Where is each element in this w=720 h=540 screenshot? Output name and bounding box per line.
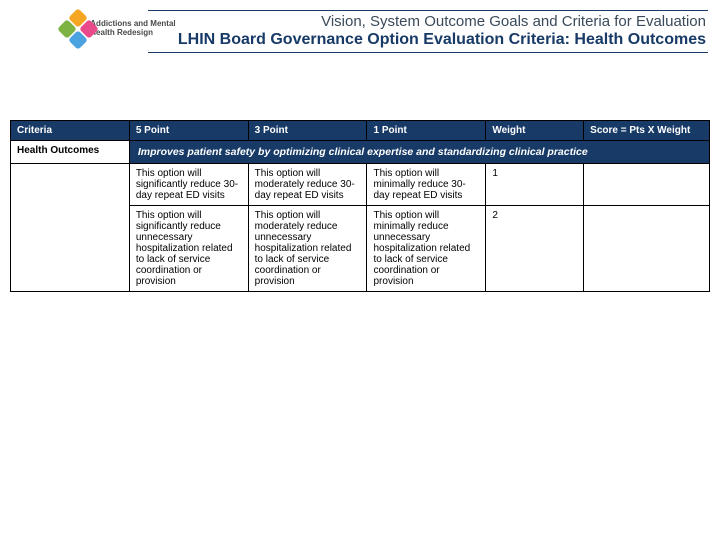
section-row: Health Outcomes Improves patient safety … <box>11 141 710 164</box>
cell-score <box>584 206 710 292</box>
page-header: Vision, System Outcome Goals and Criteri… <box>148 8 708 55</box>
criteria-label-cell: Health Outcomes <box>11 141 130 164</box>
criteria-spacer <box>11 164 130 292</box>
cell-5point: This option will significantly reduce un… <box>129 206 248 292</box>
page-title: LHIN Board Governance Option Evaluation … <box>148 30 708 50</box>
col-header-5point: 5 Point <box>129 121 248 141</box>
logo-flower-icon <box>60 11 86 47</box>
cell-score <box>584 164 710 206</box>
cell-1point: This option will minimally reduce 30-day… <box>367 164 486 206</box>
col-header-score: Score = Pts X Weight <box>584 121 710 141</box>
cell-5point: This option will significantly reduce 30… <box>129 164 248 206</box>
header-rule-bottom <box>148 52 708 53</box>
cell-weight: 1 <box>486 164 584 206</box>
cell-1point: This option will minimally reduce unnece… <box>367 206 486 292</box>
cell-3point: This option will moderately reduce 30-da… <box>248 164 367 206</box>
cell-weight: 2 <box>486 206 584 292</box>
col-header-1point: 1 Point <box>367 121 486 141</box>
col-header-3point: 3 Point <box>248 121 367 141</box>
evaluation-table-container: Criteria 5 Point 3 Point 1 Point Weight … <box>10 120 710 292</box>
page-subtitle: Vision, System Outcome Goals and Criteri… <box>148 13 708 30</box>
cell-3point: This option will moderately reduce unnec… <box>248 206 367 292</box>
col-header-weight: Weight <box>486 121 584 141</box>
table-header-row: Criteria 5 Point 3 Point 1 Point Weight … <box>11 121 710 141</box>
evaluation-table: Criteria 5 Point 3 Point 1 Point Weight … <box>10 120 710 292</box>
section-description: Improves patient safety by optimizing cl… <box>129 141 709 164</box>
col-header-criteria: Criteria <box>11 121 130 141</box>
header-rule-top <box>148 10 708 11</box>
table-row: This option will significantly reduce 30… <box>11 164 710 206</box>
